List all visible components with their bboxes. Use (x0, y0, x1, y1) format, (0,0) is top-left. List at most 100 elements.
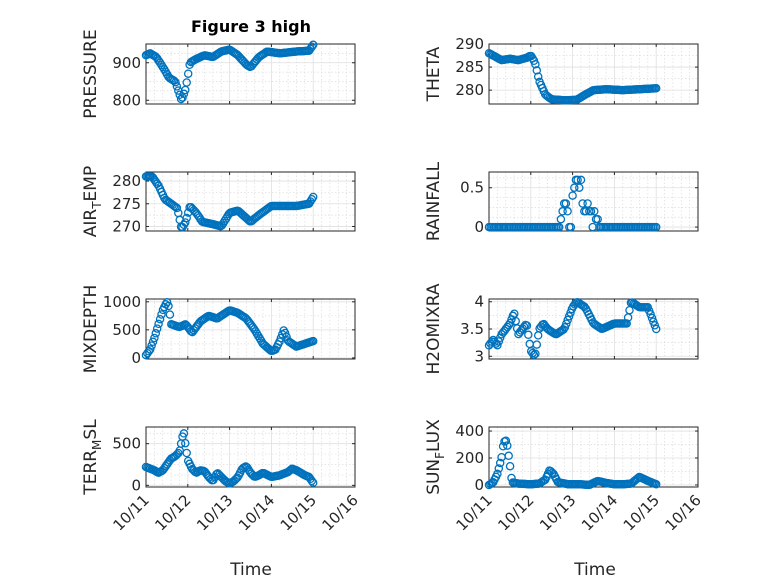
y-tick-label: 275 (112, 195, 141, 213)
y-tick-label: 800 (112, 91, 141, 109)
data-point (522, 321, 532, 330)
data-point (581, 207, 591, 216)
x-tick-label: 10/14 (235, 491, 278, 534)
data-point (586, 207, 596, 216)
data-point (505, 318, 515, 328)
data-point (178, 93, 187, 102)
data-point (204, 473, 214, 482)
data-point (147, 341, 156, 350)
data-point (307, 194, 317, 204)
data-point (651, 84, 661, 93)
data-point (578, 199, 587, 208)
subplot-1: 800 900 PRESSURE (81, 29, 356, 119)
x-tick-label: 10/13 (536, 491, 579, 534)
axes-box (488, 426, 699, 488)
y-tick-label: 280 (455, 81, 484, 99)
data-point (308, 478, 318, 488)
data-point (625, 305, 634, 315)
data-point (529, 350, 539, 360)
data-point (593, 214, 602, 224)
data-point (151, 329, 161, 338)
data-point (576, 175, 586, 185)
axes-box (145, 426, 356, 488)
data-point (174, 208, 183, 218)
figure-title: Figure 3 high (191, 17, 311, 36)
data-point (158, 62, 168, 72)
x-tick-label: 10/16 (319, 491, 362, 534)
data-point (562, 319, 571, 328)
data-point (171, 451, 180, 461)
data-point (558, 207, 567, 216)
data-point (494, 464, 504, 473)
data-point (546, 467, 556, 476)
data-point (199, 466, 208, 476)
data-point (556, 214, 566, 224)
data-point (495, 458, 505, 468)
y-axis-label: PRESSURE (81, 29, 101, 118)
data-point (651, 480, 661, 489)
x-tick-label: 10/16 (662, 491, 705, 534)
data-point (240, 313, 249, 322)
x-axis-label-right: Time (573, 560, 616, 580)
y-tick-label: 900 (112, 54, 141, 72)
data-point (183, 69, 193, 78)
data-point (493, 340, 502, 350)
subplot-4: 0 0.5 RAINFALL (424, 161, 699, 241)
x-tick-label: 10/12 (151, 491, 194, 534)
subplot-grid: 800 900 PRESSURE 280 285 290 THETA 270 275 280 AIR… (81, 29, 705, 534)
y-tick-label: 285 (455, 58, 484, 76)
data-point (172, 82, 182, 91)
data-point (575, 183, 584, 192)
data-point (181, 438, 190, 448)
data-point (561, 199, 571, 208)
data-point (563, 315, 572, 325)
data-point (308, 40, 318, 50)
data-point (179, 89, 189, 99)
y-axis-label: AIRTEMP (81, 166, 104, 237)
data-point (182, 213, 191, 223)
y-tick-label: 500 (112, 321, 141, 339)
data-point (570, 183, 579, 192)
data-point (148, 337, 158, 347)
y-tick-label: 3 (474, 347, 484, 365)
data-point (154, 319, 163, 329)
data-point (185, 325, 194, 334)
x-tick-label: 10/15 (620, 491, 663, 534)
y-tick-label: 0 (474, 218, 484, 236)
data-point (182, 78, 191, 87)
data-point (145, 345, 155, 354)
axes-box (145, 171, 356, 232)
y-tick-label: 0 (474, 476, 484, 494)
data-point (524, 330, 533, 340)
axes-box (488, 43, 699, 105)
data-point (647, 313, 657, 323)
data-point (566, 222, 576, 232)
data-point (157, 60, 166, 70)
data-point (165, 310, 175, 319)
data-point (503, 441, 512, 450)
y-axis-label: RAINFALL (424, 161, 444, 241)
data-point (155, 58, 165, 68)
data-point (182, 448, 191, 458)
x-tick-label: 10/12 (494, 491, 537, 534)
data-point (150, 51, 159, 61)
data-point (646, 310, 655, 319)
data-point (568, 191, 577, 200)
data-point (171, 77, 180, 87)
data-point (179, 429, 189, 438)
data-point (150, 333, 159, 343)
y-axis-label: H2OMIXRA (424, 283, 444, 374)
x-tick-label: 10/15 (277, 491, 320, 534)
x-tick-label: 10/11 (453, 491, 496, 534)
y-tick-label: 0 (131, 476, 141, 494)
data-point (525, 339, 534, 349)
data-point (536, 322, 546, 331)
data-point (533, 331, 543, 340)
data-point (532, 340, 542, 349)
y-axis-label: MIXDEPTH (81, 285, 101, 374)
data-point (175, 90, 184, 100)
data-point (505, 461, 515, 471)
data-point (230, 476, 239, 485)
